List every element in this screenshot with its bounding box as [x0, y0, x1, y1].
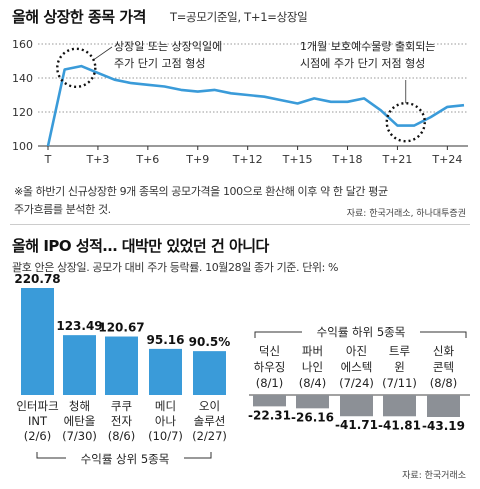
x-tick-label: T+3: [85, 153, 109, 166]
bottom-bar-value: -43.19: [422, 419, 465, 433]
top-bar-category: (2/27): [192, 429, 227, 443]
top-bar-category: INT: [28, 414, 48, 428]
top-bar-category: 메디: [155, 399, 176, 413]
top-bar-category: (8/6): [108, 429, 135, 443]
top-bar-category: (2/6): [24, 429, 51, 443]
chart1-title: 올해 상장한 종목 가격: [12, 8, 146, 26]
top-bar-category: 청해: [69, 399, 90, 413]
top-bar-value: 95.16: [147, 333, 185, 347]
top-bar: [193, 351, 226, 395]
top-bar-category: 쿠쿠: [111, 399, 132, 413]
top-bar: [105, 336, 138, 395]
bottom-bar-category: (7/24): [339, 376, 374, 390]
y-tick-label: 160: [12, 38, 33, 51]
top-bar-category: 솔루션: [194, 414, 226, 428]
top-group-label: 수익률 상위 5종목: [81, 452, 170, 466]
bottom-bar-value: -22.31: [248, 408, 291, 422]
top-bar-value: 123.49: [56, 319, 102, 333]
bottom-bar-category: 아진: [346, 344, 367, 358]
chart2-title: 올해 IPO 성적… 대박만 있었던 건 아니다: [12, 237, 269, 255]
bottom-group-label: 수익률 하위 5종목: [317, 325, 406, 339]
bottom-bar-category: 콘텍: [433, 360, 454, 374]
trough-highlight-circle: [385, 101, 426, 143]
bottom-bar: [253, 395, 286, 407]
bottom-bar-category: (8/4): [299, 376, 326, 390]
x-tick-label: T+15: [282, 153, 313, 166]
series-line: [46, 64, 465, 147]
top-bar-value: 220.78: [14, 272, 60, 286]
bottom-bar-value: -41.81: [378, 418, 421, 432]
annotation-text: 상장일 또는 상장익일에: [114, 39, 222, 53]
peak-highlight-circle: [56, 47, 97, 88]
bottom-bar-category: 나인: [302, 360, 323, 374]
bottom-bar: [296, 395, 329, 409]
x-tick-label: T: [44, 153, 52, 166]
bottom-bar-category: 트루: [389, 344, 410, 358]
bottom-bar: [427, 395, 460, 417]
x-tick-label: T+9: [185, 153, 209, 166]
y-tick-label: 140: [12, 72, 33, 85]
bottom-bar-category: 덕신: [259, 344, 280, 358]
bottom-bar-category: 파버: [302, 344, 323, 358]
bottom-bar-value: -41.71: [335, 418, 378, 432]
top-bar-category: (7/30): [62, 429, 97, 443]
bottom-bar-category: (8/1): [256, 376, 283, 390]
y-tick-label: 100: [12, 140, 33, 153]
x-tick-label: T+24: [431, 153, 462, 166]
top-bar-value: 90.5%: [189, 335, 231, 349]
chart1-source: 자료: 한국거래소, 하나대투증권: [346, 209, 466, 219]
line-chart: 100 120 140 160 T T+3 T+6 T+9 T+12 T+15 T+18 T+21 T+…: [12, 38, 468, 166]
x-tick-label: T+12: [232, 153, 263, 166]
bottom-bar-category: (7/11): [382, 376, 417, 390]
top-bar-value: 120.67: [98, 321, 144, 335]
annotation-text: 주가 단기 고점 형성: [114, 57, 205, 70]
x-tick-label: T+6: [135, 153, 159, 166]
top-bar-category: 전자: [111, 414, 133, 428]
top-bar: [63, 335, 96, 395]
y-tick-label: 120: [12, 106, 33, 119]
chart1-note-line1: ※올 하반기 신규상장한 9개 종목의 공모가격을 100으로 환산해 이후 약…: [14, 185, 388, 198]
top-bar-category: 에탄올: [64, 414, 96, 428]
bottom-bar-category: 신화: [433, 344, 455, 358]
x-tick-label: T+18: [332, 153, 363, 166]
top-bar-category: 인터파크: [16, 399, 58, 413]
bottom-bar: [340, 395, 373, 417]
top-bar-category: 오이: [199, 399, 220, 413]
top-bar-category: (10/7): [148, 429, 183, 443]
chart2-source: 자료: 한국거래소: [402, 471, 466, 481]
chart1-subtitle: T=공모기준일, T+1=상장일: [170, 10, 308, 24]
bottom-bar-category: 윈: [394, 360, 405, 374]
x-tick-label: T+21: [381, 153, 412, 166]
annotation-text: 시점에 주가 단기 저점 형성: [300, 57, 425, 70]
chart1-note-line2: 주가흐름를 분석한 것.: [14, 203, 111, 216]
bottom-group-label-bg: [302, 322, 420, 340]
chart2-subtitle: 괄호 안은 상장일. 공모가 대비 주가 등락률. 10월28일 종가 기준. …: [12, 261, 339, 274]
bottom-bar-value: -26.16: [291, 410, 334, 424]
top-bar: [21, 288, 54, 395]
section-divider: [10, 224, 470, 225]
bottom-bar-category: (8/8): [430, 376, 457, 390]
top-bar: [149, 348, 182, 395]
bottom-bar-category: 에스텍: [341, 360, 373, 374]
bottom-bar-category: 하우징: [254, 360, 286, 374]
top-group-label-bg: [66, 449, 184, 467]
annotation-leader-line: [94, 46, 113, 60]
annotation-text: 1개월 보호예수물량 출회되는: [300, 40, 435, 53]
top-bar-category: 아나: [155, 414, 177, 428]
bottom-bar: [383, 395, 416, 417]
